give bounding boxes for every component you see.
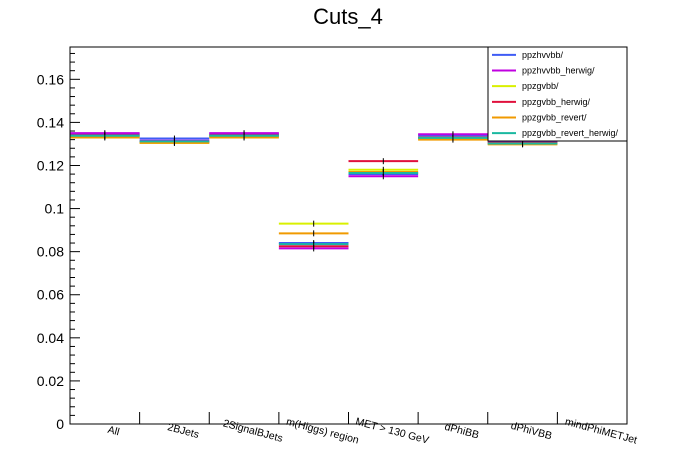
legend-label: ppzgvbb_revert/ [522,113,587,123]
legend-entry: ppzgvbb/ [492,81,559,91]
series-ppzhvvbb [70,131,558,247]
y-tick-label: 0.16 [37,71,64,87]
x-tick-label: MET > 130 GeV [354,416,430,447]
legend-label: ppzgvbb_revert_herwig/ [522,128,619,138]
legend-entry: ppzgvbb_revert_herwig/ [492,128,619,138]
x-axis: All 2BJets 2SignalBJets m(Higgs) regionMET … [106,412,638,447]
y-tick-label: 0.1 [45,201,65,217]
legend-entry: ppzhvvbb_herwig/ [492,66,595,76]
x-tick-label: dPhiVBB [509,420,553,442]
legend-entry: ppzhvvbb/ [492,50,564,60]
legend-entry: ppzgvbb_herwig/ [492,97,591,107]
legend: ppzhvvbb/ppzhvvbb_herwig/ppzgvbb/ppzgvbb… [487,46,628,142]
y-tick-label: 0.08 [37,244,64,260]
y-tick-label: 0.14 [37,114,64,130]
series-ppzgvbb-revert-herwig [70,132,558,248]
series-ppzgvbb [70,133,558,227]
legend-label: ppzgvbb/ [522,81,559,91]
y-tick-label: 0.02 [37,373,64,389]
y-tick-label: 0.04 [37,330,64,346]
legend-box [487,46,628,142]
legend-label: ppzhvvbb_herwig/ [522,66,595,76]
y-tick-label: 0.12 [37,157,64,173]
legend-entry: ppzgvbb_revert/ [492,113,587,123]
y-axis: 0 0.02 0.04 0.06 0.08 0.1 0.12 0.14 0.16 [37,52,80,432]
x-tick-label: All [106,424,120,439]
legend-label: ppzhvvbb/ [522,50,564,60]
plot-marks [70,130,558,252]
legend-label: ppzgvbb_herwig/ [522,97,591,107]
chart-title: Cuts_4 [313,4,383,29]
y-tick-label: 0 [56,416,64,432]
x-tick-label: 2SignalBJets [222,417,284,444]
y-tick-label: 0.06 [37,287,64,303]
